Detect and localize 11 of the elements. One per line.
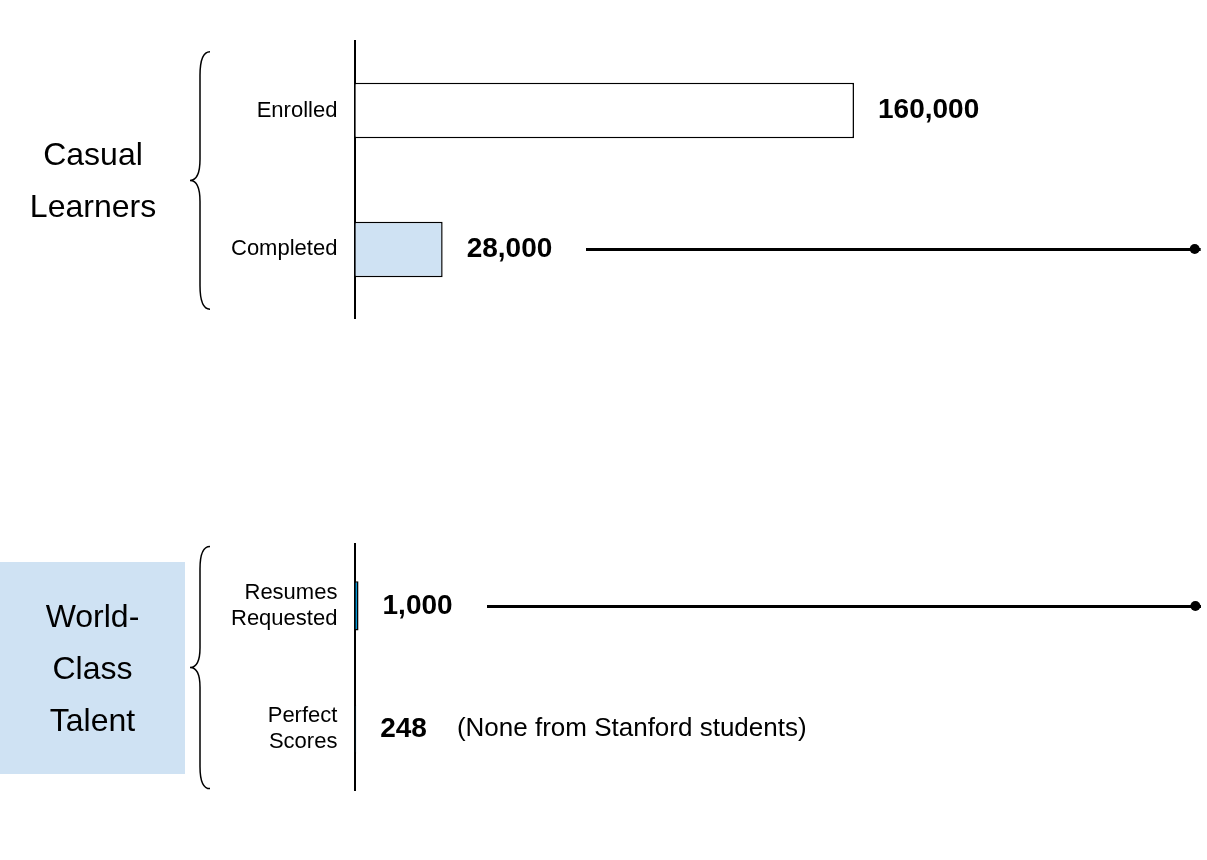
y-tick-label: Enrolled xyxy=(256,96,338,122)
data-label: 248 xyxy=(380,711,427,743)
data-label: 1,000 xyxy=(382,588,453,620)
text: (None from Stanford students) xyxy=(456,712,807,743)
y-axis-title: World-Class Talent xyxy=(0,561,185,774)
y-axis-title: Casual Learners xyxy=(28,135,158,226)
y-tick-label: Perfect Scores xyxy=(267,701,338,754)
data-label: 160,000 xyxy=(877,93,980,125)
y-tick-label: Resumes Requested xyxy=(230,578,338,631)
y-tick-label: Completed xyxy=(231,235,338,261)
data-label: 28,000 xyxy=(466,232,553,264)
